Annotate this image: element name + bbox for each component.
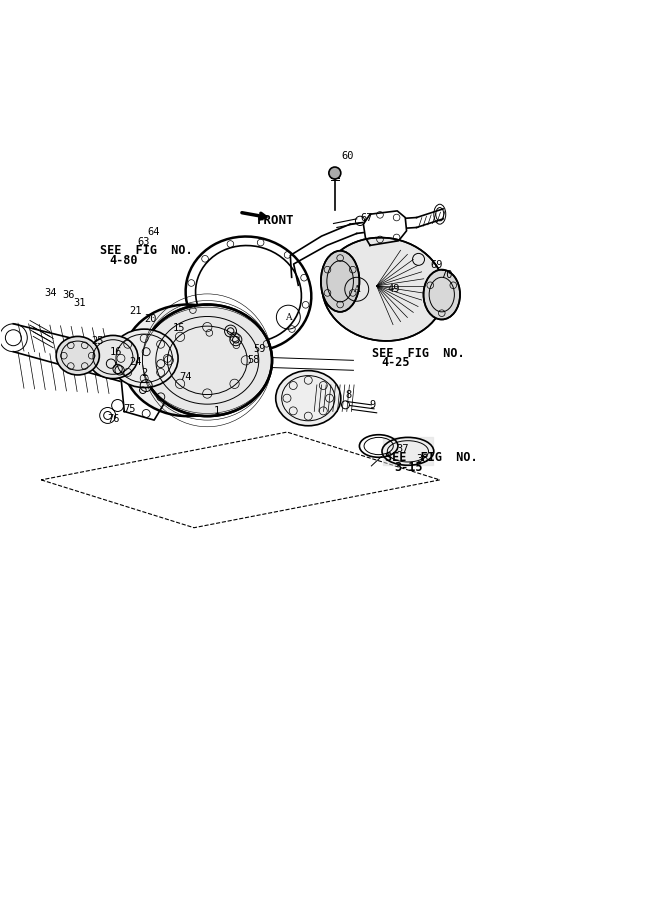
Text: 60: 60 <box>342 151 354 161</box>
Circle shape <box>329 167 341 179</box>
Text: 31: 31 <box>73 298 85 308</box>
Text: FRONT: FRONT <box>257 214 295 228</box>
Text: 58: 58 <box>247 356 259 365</box>
Text: 74: 74 <box>179 372 192 382</box>
Text: 64: 64 <box>147 227 160 237</box>
Polygon shape <box>121 349 169 420</box>
Text: 9: 9 <box>370 400 376 410</box>
Text: 1: 1 <box>214 407 220 417</box>
Text: 20: 20 <box>144 314 157 324</box>
Text: 4-25: 4-25 <box>382 356 410 370</box>
Text: 59: 59 <box>253 344 266 354</box>
Text: 3-15: 3-15 <box>395 462 423 474</box>
Text: 34: 34 <box>45 288 57 298</box>
Text: 25: 25 <box>91 336 103 346</box>
Text: 2: 2 <box>141 368 147 378</box>
Ellipse shape <box>321 251 360 311</box>
Text: 70: 70 <box>440 270 453 280</box>
Text: 69: 69 <box>430 260 443 270</box>
Polygon shape <box>364 211 407 246</box>
Text: 24: 24 <box>129 357 142 367</box>
Ellipse shape <box>110 329 178 388</box>
Text: 49: 49 <box>388 284 400 294</box>
Ellipse shape <box>322 238 445 341</box>
Ellipse shape <box>123 304 252 416</box>
Ellipse shape <box>56 337 99 375</box>
Text: 75: 75 <box>123 404 135 414</box>
Ellipse shape <box>275 371 341 426</box>
Text: 38: 38 <box>416 454 428 464</box>
Text: 21: 21 <box>129 305 142 316</box>
Text: 16: 16 <box>109 347 122 357</box>
Ellipse shape <box>88 336 138 379</box>
Text: SEE  FIG  NO.: SEE FIG NO. <box>99 244 192 257</box>
Text: A: A <box>285 312 291 321</box>
Text: 63: 63 <box>137 237 149 248</box>
Text: 8: 8 <box>346 390 352 400</box>
Text: SEE  FIG  NO.: SEE FIG NO. <box>372 346 465 359</box>
Text: 15: 15 <box>173 323 185 333</box>
Text: 36: 36 <box>63 290 75 300</box>
Text: 67: 67 <box>361 212 374 222</box>
Ellipse shape <box>424 270 460 320</box>
Ellipse shape <box>143 304 272 416</box>
Text: A: A <box>354 284 360 293</box>
Text: 76: 76 <box>107 414 120 425</box>
Text: 37: 37 <box>396 444 408 454</box>
Text: SEE  FIG  NO.: SEE FIG NO. <box>386 452 478 464</box>
Text: 4-80: 4-80 <box>109 254 137 267</box>
